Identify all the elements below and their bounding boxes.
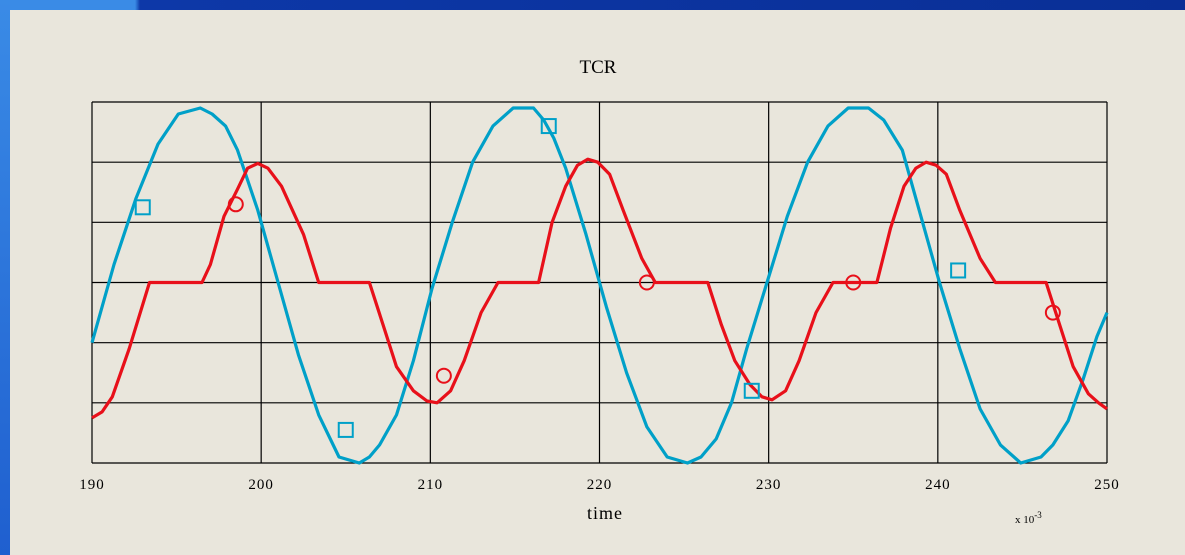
series-2-marker — [1044, 304, 1061, 321]
series-2-marker — [638, 274, 655, 291]
x-tick-label: 200 — [248, 477, 274, 493]
x-tick-label: 250 — [1094, 477, 1120, 493]
series-1-marker — [540, 118, 557, 135]
x-axis-label: time — [587, 503, 623, 523]
x-tick-label: 210 — [418, 477, 444, 493]
series-2-marker — [435, 367, 452, 384]
x-tick-label: 190 — [79, 477, 105, 493]
window-frame-top — [0, 0, 1185, 10]
x-axis-multiplier: x 10-3 — [1015, 510, 1042, 526]
series-2-line — [91, 157, 1108, 420]
x-axis-multiplier-exp: -3 — [1034, 510, 1042, 520]
x-tick-label: 220 — [587, 477, 613, 493]
series-markers — [134, 118, 1061, 438]
series-lines — [90, 106, 1109, 465]
chart-title: TCR — [580, 57, 617, 78]
series-1-marker — [134, 199, 151, 216]
x-tick-labels: 190 200 210 220 230 240 250 — [79, 477, 1120, 493]
series-1-marker — [950, 262, 967, 279]
x-tick-label: 240 — [925, 477, 951, 493]
series-2-marker — [845, 274, 862, 291]
x-tick-label: 230 — [756, 477, 782, 493]
window-frame-left — [0, 0, 10, 555]
series-1-marker — [743, 382, 760, 399]
series-2-marker — [227, 196, 244, 213]
series-1-marker — [337, 421, 354, 438]
series-1-line — [90, 106, 1109, 465]
x-axis-multiplier-base: x 10 — [1015, 514, 1035, 526]
